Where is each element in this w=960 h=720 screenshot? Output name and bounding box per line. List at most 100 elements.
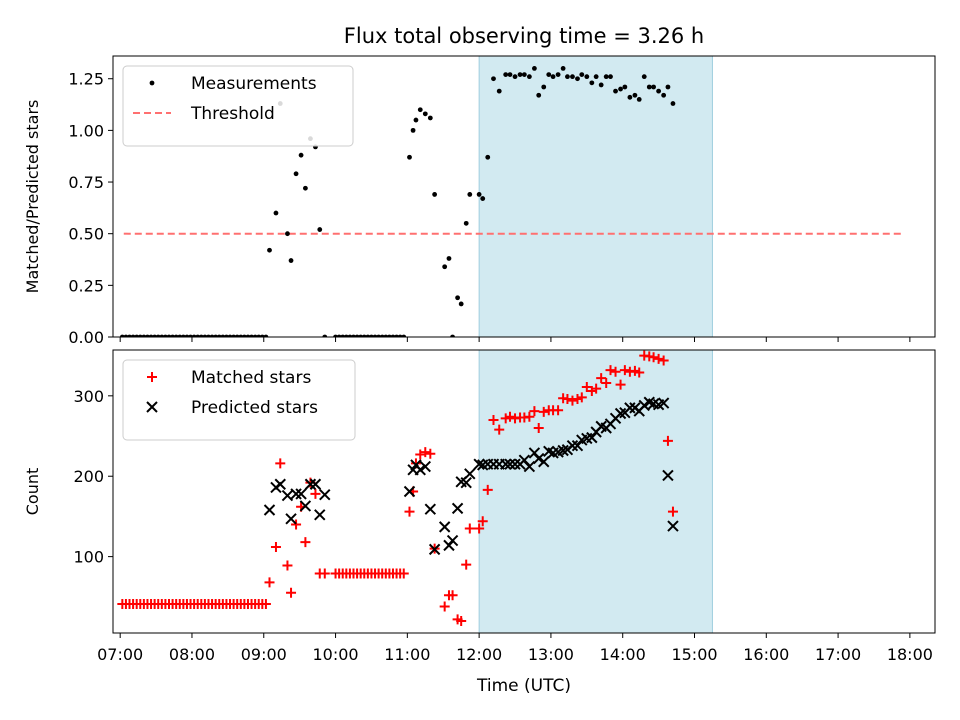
legend-label: Matched stars xyxy=(191,368,311,388)
data-point xyxy=(503,72,509,77)
data-point xyxy=(290,488,302,500)
legend-label: Measurements xyxy=(191,74,317,94)
data-point xyxy=(456,615,467,626)
data-point xyxy=(425,448,436,459)
data-point xyxy=(191,334,197,337)
data-point xyxy=(605,365,616,376)
data-point xyxy=(461,559,472,570)
data-point xyxy=(442,264,448,270)
data-point xyxy=(455,295,460,301)
data-point xyxy=(361,334,367,337)
plot-area xyxy=(119,65,903,337)
data-point xyxy=(241,334,247,337)
data-point xyxy=(263,504,276,516)
y-tick-label: 300 xyxy=(73,387,104,406)
y-tick-label: 0.25 xyxy=(68,276,104,295)
data-point xyxy=(575,76,580,82)
data-point xyxy=(523,460,536,473)
data-point xyxy=(646,84,652,90)
data-point xyxy=(137,334,143,337)
data-point xyxy=(314,509,326,521)
data-point xyxy=(216,334,222,337)
data-point xyxy=(119,334,125,337)
data-point xyxy=(560,65,566,71)
data-point xyxy=(526,74,532,80)
data-point xyxy=(651,84,656,90)
data-point xyxy=(634,367,645,378)
data-point xyxy=(438,521,451,533)
x-tick-label: 14:00 xyxy=(600,645,646,664)
x-tick-label: 16:00 xyxy=(743,645,789,664)
data-point xyxy=(404,506,415,517)
data-point xyxy=(507,72,513,77)
data-point xyxy=(336,334,342,337)
data-point xyxy=(155,334,161,337)
data-point xyxy=(152,334,158,337)
data-point xyxy=(533,452,545,465)
data-point xyxy=(499,458,512,470)
legend-label: Threshold xyxy=(190,104,275,124)
data-point xyxy=(206,334,211,337)
data-point xyxy=(562,394,573,405)
data-point xyxy=(347,334,353,337)
data-point xyxy=(394,334,399,337)
x-tick-label: 09:00 xyxy=(241,645,287,664)
data-point xyxy=(291,519,302,530)
data-point xyxy=(576,392,587,403)
count-panel: 100 200 300 07:00 08:00 09:00 10:00 11:00 12:00 1… xyxy=(23,349,936,664)
legend-box xyxy=(122,65,354,147)
y-tick-label: 100 xyxy=(73,548,104,567)
chart-title: Flux total observing time = 3.26 h xyxy=(344,24,704,48)
data-point xyxy=(379,334,385,337)
x-tick-label: 07:00 xyxy=(97,645,143,664)
legend-swatch-x xyxy=(146,401,158,413)
data-point xyxy=(249,334,254,337)
data-point xyxy=(173,334,179,337)
data-point xyxy=(460,476,472,489)
data-point xyxy=(398,568,409,579)
data-point xyxy=(632,92,638,98)
data-point xyxy=(231,334,237,337)
data-point xyxy=(473,458,485,470)
y-tick-label: 0.50 xyxy=(68,225,104,244)
data-point xyxy=(608,74,613,80)
data-point xyxy=(638,399,650,412)
data-point xyxy=(538,406,549,417)
plot-frame xyxy=(112,349,936,634)
data-point xyxy=(340,334,346,337)
data-point xyxy=(439,601,450,612)
data-point xyxy=(505,411,516,422)
x-tick-label: 15:00 xyxy=(671,645,717,664)
data-point xyxy=(310,488,321,499)
data-point xyxy=(180,334,186,337)
data-point xyxy=(419,460,431,473)
data-point xyxy=(413,117,419,123)
x-tick-label: 12:00 xyxy=(456,645,502,664)
data-point xyxy=(209,334,215,337)
data-point xyxy=(670,101,676,106)
data-point xyxy=(538,456,550,468)
data-point xyxy=(234,334,240,337)
legend-label: Predicted stars xyxy=(191,398,318,418)
x-axis-label: Time (UTC) xyxy=(476,676,571,696)
data-point xyxy=(410,127,416,133)
data-point xyxy=(610,366,621,377)
data-point xyxy=(319,489,331,501)
data-point xyxy=(474,523,485,534)
data-point xyxy=(281,489,294,502)
data-point xyxy=(166,334,172,337)
data-point xyxy=(665,84,671,90)
data-point xyxy=(299,500,312,512)
data-point xyxy=(369,334,374,337)
data-point xyxy=(593,74,599,80)
data-point xyxy=(238,334,244,337)
data-point xyxy=(603,74,609,80)
shaded-interval xyxy=(479,56,713,337)
data-point xyxy=(427,115,433,121)
data-point xyxy=(319,568,330,579)
data-point xyxy=(532,65,537,71)
data-point xyxy=(163,334,168,337)
data-point xyxy=(627,94,633,100)
legend-box xyxy=(122,359,356,441)
data-point xyxy=(177,334,183,337)
